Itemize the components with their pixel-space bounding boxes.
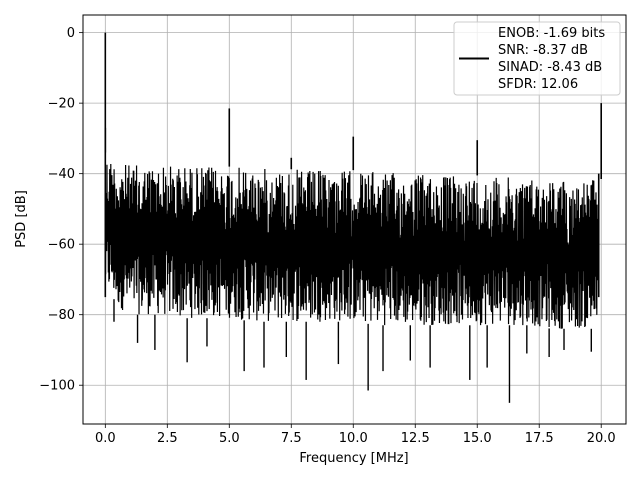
y-axis-label: PSD [dB]	[14, 190, 29, 248]
x-tick-label: 12.5	[401, 431, 430, 446]
legend-entry-sinad: SINAD: -8.43 dB	[498, 60, 602, 75]
plot-frame	[82, 14, 627, 425]
y-tick-label: −20	[48, 97, 75, 112]
x-tick-label: 2.5	[157, 431, 178, 446]
x-tick-label: 15.0	[463, 431, 492, 446]
y-tick-label: −60	[48, 238, 75, 253]
y-tick-label: −80	[48, 308, 75, 323]
legend-entry-enob: ENOB: -1.69 bits	[498, 26, 605, 41]
x-axis-label: Frequency [MHz]	[299, 451, 408, 466]
legend: ENOB: -1.69 bits SNR: -8.37 dB SINAD: -8…	[453, 21, 621, 96]
x-tick-label: 17.5	[525, 431, 554, 446]
x-tick-label: 0.0	[95, 431, 116, 446]
psd-noise-floor	[104, 164, 600, 329]
y-tick-label: −100	[39, 379, 75, 394]
legend-entry-sfdr: SFDR: 12.06	[498, 77, 578, 92]
x-tick-label: 5.0	[219, 431, 240, 446]
x-tick-label: 10.0	[339, 431, 368, 446]
y-axis: 0 −20 −40 −60 −80 −100	[39, 26, 83, 394]
x-tick-label: 20.0	[587, 431, 616, 446]
legend-entry-snr: SNR: -8.37 dB	[498, 43, 588, 58]
y-tick-label: 0	[67, 26, 75, 41]
y-tick-label: −40	[48, 167, 75, 182]
psd-trace	[104, 32, 603, 403]
x-axis: 0.0 2.5 5.0 7.5 10.0 12.5 15.0 17.5 20.0	[95, 424, 616, 446]
legend-box	[453, 21, 621, 96]
x-tick-label: 7.5	[281, 431, 302, 446]
